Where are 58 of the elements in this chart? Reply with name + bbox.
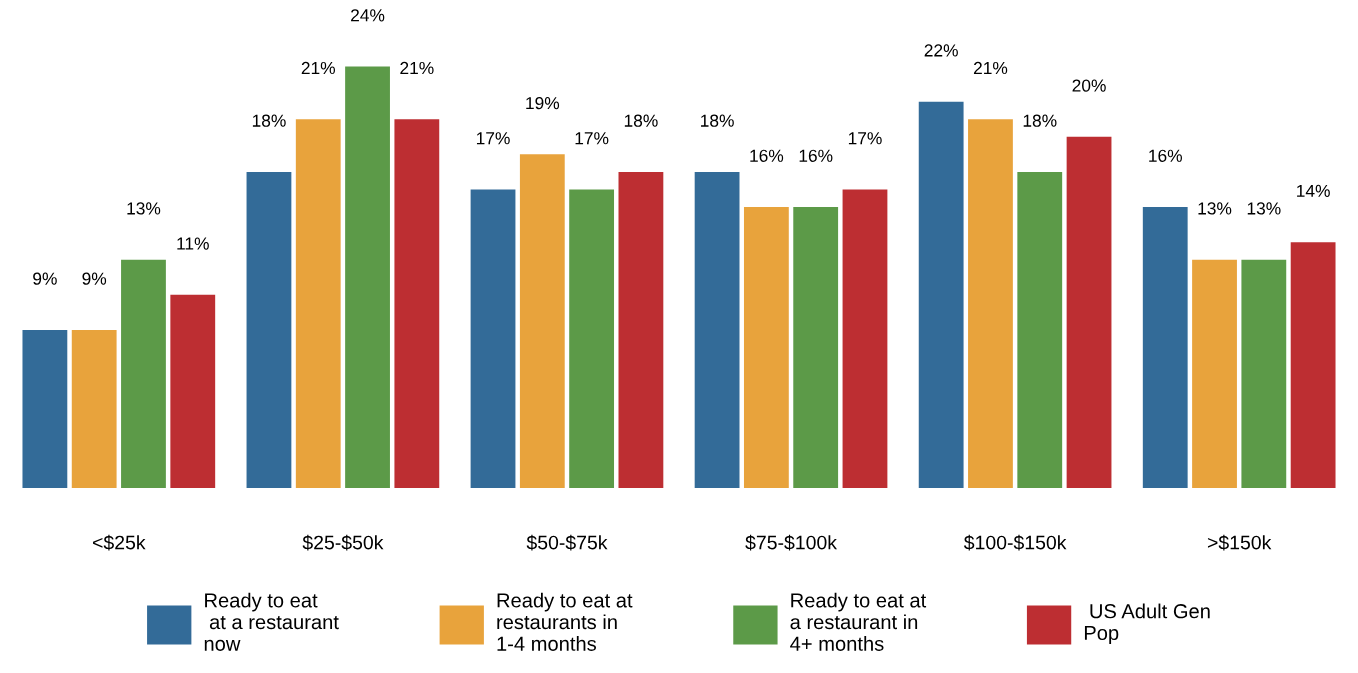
x-tick-label: $50-$75k	[526, 534, 608, 551]
x-tick-label: <$25k	[93, 534, 146, 551]
data-label: 13%	[1198, 202, 1232, 215]
bar	[842, 189, 888, 488]
data-label: 19%	[526, 96, 560, 110]
data-label: 21%	[973, 61, 1008, 75]
bar	[1017, 171, 1063, 488]
bar	[918, 101, 964, 488]
bar	[246, 171, 292, 488]
bar	[793, 207, 839, 488]
data-label: 22%	[924, 44, 958, 57]
x-tick-label: $100-$150k	[963, 534, 1067, 551]
bar	[1066, 136, 1112, 488]
data-label: 13%	[1247, 202, 1281, 215]
data-label: 16%	[799, 149, 833, 162]
data-label: 18%	[701, 114, 734, 127]
data-label: 21%	[301, 61, 335, 75]
data-label: 9%	[33, 272, 57, 285]
x-tick-label: $25-$50k	[302, 534, 384, 551]
data-label: 14%	[1297, 184, 1330, 197]
data-label: 18%	[624, 114, 658, 127]
x-tick-label: >$150k	[1207, 534, 1272, 551]
bar	[1241, 259, 1287, 488]
data-label: 24%	[351, 9, 385, 22]
data-label: 9%	[82, 272, 107, 285]
legend-label: Ready to eat at restaurants in 1-4 months	[497, 592, 633, 651]
data-label: 17%	[848, 132, 882, 145]
bar	[569, 189, 615, 488]
bar	[519, 154, 565, 488]
data-label: 20%	[1072, 79, 1106, 92]
data-label: 11%	[177, 237, 209, 250]
bar	[743, 207, 789, 488]
data-label: 17%	[476, 132, 510, 145]
bar	[345, 66, 390, 488]
data-label: 21%	[400, 61, 434, 75]
bar	[71, 329, 117, 488]
bar	[470, 189, 516, 488]
bar	[1142, 207, 1188, 488]
data-label: 17%	[575, 132, 609, 145]
bar	[121, 259, 166, 488]
bar	[394, 119, 440, 488]
legend-label: Ready to eat at a restaurant in 4+ months	[790, 592, 927, 651]
data-label: 16%	[750, 149, 784, 162]
bar	[170, 294, 216, 488]
bar	[295, 119, 341, 488]
bar	[694, 171, 740, 488]
data-label: 18%	[1023, 114, 1057, 127]
data-label: 13%	[127, 202, 161, 215]
x-tick-label: $75-$100k	[745, 534, 838, 551]
bar	[1192, 259, 1237, 488]
bar	[618, 171, 664, 488]
legend-label: Ready to eat at a restaurant now	[204, 592, 339, 651]
bar	[968, 119, 1013, 488]
data-label: 16%	[1149, 149, 1182, 162]
data-label: 18%	[252, 114, 286, 127]
legend-label: US Adult Gen Pop	[1084, 603, 1210, 645]
bar	[1290, 242, 1336, 488]
bar	[22, 329, 68, 488]
